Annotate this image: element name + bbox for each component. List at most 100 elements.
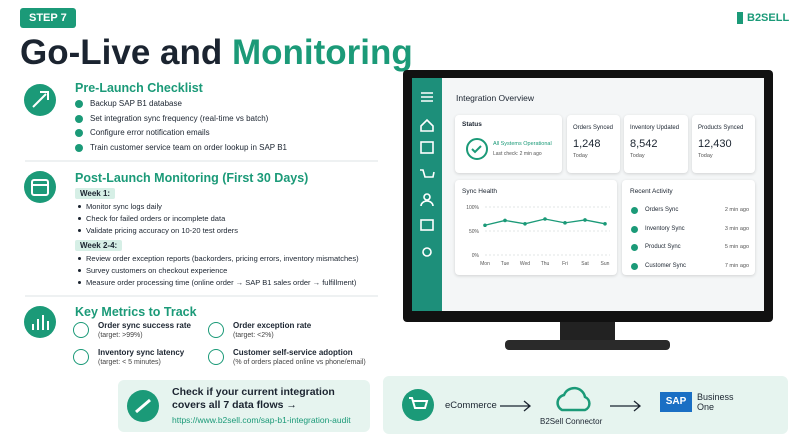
monitoring-item: Validate pricing accuracy on 10-20 test … xyxy=(86,226,239,235)
activity-check xyxy=(631,262,638,270)
monitoring-item: Measure order processing time (online or… xyxy=(86,278,357,287)
x-tick-label: Fri xyxy=(562,261,568,267)
point xyxy=(563,221,567,225)
activity-title: Recent Activity xyxy=(630,188,673,195)
status-icon xyxy=(466,138,488,160)
check-icon xyxy=(75,129,83,137)
activity-time: 2 min ago xyxy=(724,207,749,213)
title: Go-Live and Monitoring xyxy=(20,33,413,73)
point xyxy=(503,218,507,223)
dashboard-title: Integration Overview xyxy=(456,93,534,103)
point xyxy=(483,223,487,228)
flow-source: eCommerce xyxy=(445,400,497,411)
activity-check xyxy=(631,225,638,233)
x-tick-label: Mon xyxy=(480,261,490,267)
week-tag: Week 1: xyxy=(75,188,116,199)
stat-value: 12,430 xyxy=(698,138,732,150)
point xyxy=(583,218,587,222)
cta-line: Check if your current integration xyxy=(172,386,335,398)
metric-target: (% of orders placed online vs phone/emai… xyxy=(233,359,366,366)
activity-name: Orders Sync xyxy=(645,207,679,213)
checklist-item: Train customer service team on order loo… xyxy=(90,142,287,152)
title-lead: Go-Live and xyxy=(20,33,223,72)
bullet xyxy=(78,229,81,232)
stat-note: Today xyxy=(698,153,713,159)
week-tag: Week 2-4: xyxy=(75,240,123,251)
section-heading: Key Metrics to Track xyxy=(75,305,197,319)
metric-name: Order exception rate xyxy=(233,321,312,330)
section-heading: Post-Launch Monitoring (First 30 Days) xyxy=(75,171,309,185)
stat-label: Orders Synced xyxy=(573,125,614,131)
y-tick-label: 100% xyxy=(466,205,479,211)
metric-target: (target: <2%) xyxy=(233,332,274,339)
status-label: Status xyxy=(462,121,482,128)
metric-name: Order sync success rate xyxy=(98,321,191,330)
metric-target: (target: < 5 minutes) xyxy=(98,359,161,366)
activity-name: Inventory Sync xyxy=(645,225,685,232)
stat-card: Products Synced 12,430 Today xyxy=(692,115,755,173)
checklist-item: Set integration sync frequency (real-tim… xyxy=(90,113,269,123)
logo: B2SELL xyxy=(737,12,789,24)
checklist-item: Backup SAP B1 database xyxy=(90,99,182,108)
sync-health-card: Sync Health 0% 50% 100% Mon Tue Wed Thu Fri Sat S… xyxy=(455,180,617,275)
y-tick-label: 0% xyxy=(472,253,480,259)
status-card: Status All Systems Operational Last chec… xyxy=(455,115,562,173)
step-badge: STEP 7 xyxy=(20,8,76,28)
stat-note: Today xyxy=(630,153,645,159)
activity-time: 3 min ago xyxy=(724,225,749,232)
x-tick-label: Sun xyxy=(601,261,610,267)
x-tick-label: Thu xyxy=(541,261,550,267)
activity-card: Recent Activity Orders Sync 2 min ago Inve… xyxy=(622,180,755,275)
point xyxy=(603,222,607,226)
sap-logo: SAP xyxy=(660,392,692,412)
bullet xyxy=(78,269,81,272)
x-tick-label: Wed xyxy=(520,261,530,267)
metric-name: Inventory sync latency xyxy=(98,348,185,357)
x-tick-label: Tue xyxy=(501,261,510,267)
point xyxy=(543,217,547,221)
stat-value: 1,248 xyxy=(573,138,601,150)
bullet xyxy=(78,257,81,260)
metric-icon xyxy=(208,322,224,338)
chart: 0% 50% 100% Mon Tue Wed Thu Fri Sat Sun xyxy=(466,205,610,267)
bullet xyxy=(78,281,81,284)
stat-label: Products Synced xyxy=(698,125,744,131)
metric-name: Customer self-service adoption xyxy=(233,348,353,357)
section-heading: Pre-Launch Checklist xyxy=(75,81,203,95)
activity-name: Customer Sync xyxy=(645,262,687,269)
bullet xyxy=(78,217,81,220)
metric-target: (target: >99%) xyxy=(98,332,143,339)
cta-url[interactable]: https://www.b2sell.com/sap-b1-integratio… xyxy=(172,415,351,425)
metric-icon xyxy=(73,349,89,365)
title-highlight: Monitoring xyxy=(231,33,413,72)
stat-card: Orders Synced 1,248 Today xyxy=(567,115,620,173)
status-value: All Systems Operational xyxy=(493,141,552,147)
monitoring-item: Survey customers on checkout experience xyxy=(86,266,228,275)
flow-target: Business One xyxy=(697,392,734,412)
monitoring-item: Review order exception reports (backorde… xyxy=(86,254,359,263)
activity-time: 5 min ago xyxy=(724,244,749,250)
activity-check xyxy=(631,244,638,251)
bullet xyxy=(78,205,81,208)
point xyxy=(523,222,527,226)
stat-label: Inventory Updated xyxy=(630,125,680,131)
check-icon xyxy=(75,114,83,123)
check-icon xyxy=(75,143,83,152)
chart-title: Sync Health xyxy=(462,188,498,195)
activity-check xyxy=(631,207,638,214)
y-tick-label: 50% xyxy=(469,229,480,235)
status-note: Last check: 2 min ago xyxy=(493,151,542,157)
flow-connector: B2Sell Connector xyxy=(540,417,603,426)
checklist-item: Configure error notification emails xyxy=(90,128,210,137)
cta-line: covers all 7 data flows → xyxy=(172,399,297,411)
x-tick-label: Sat xyxy=(581,261,589,267)
stat-note: Today xyxy=(573,153,588,159)
monitoring-item: Check for failed orders or incomplete da… xyxy=(86,214,226,223)
stat-card: Inventory Updated 8,542 Today xyxy=(624,115,688,173)
activity-time: 7 min ago xyxy=(724,262,749,269)
activity-name: Product Sync xyxy=(645,244,681,250)
monitoring-item: Monitor sync logs daily xyxy=(86,202,162,211)
cta-text: Check if your current integration covers … xyxy=(172,386,335,412)
check-icon xyxy=(75,100,83,108)
